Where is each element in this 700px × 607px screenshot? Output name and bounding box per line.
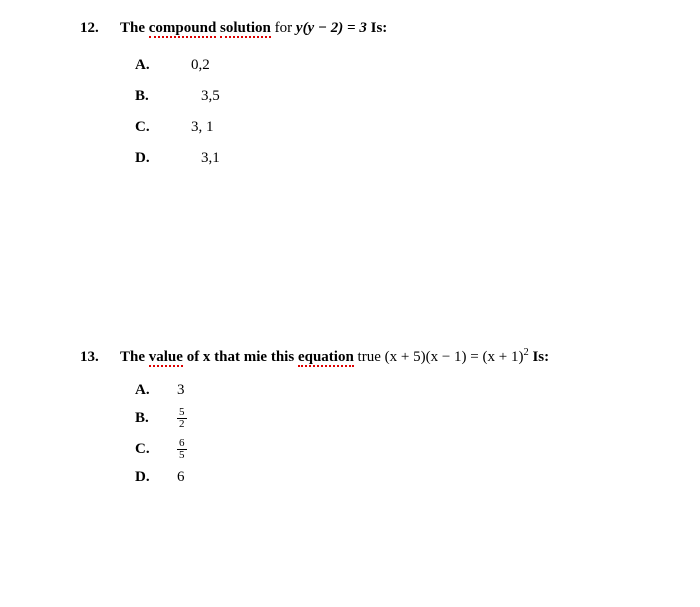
equation: y(y − 2) = 3 xyxy=(296,20,367,36)
question-number: 12. xyxy=(80,20,120,37)
question-text: The value of x that mie this equation tr… xyxy=(120,347,549,366)
answer-option: D. 3,1 xyxy=(135,150,670,167)
text: Is: xyxy=(529,349,549,365)
underlined-word: value xyxy=(149,349,183,367)
answer-value: 5 2 xyxy=(173,407,187,430)
answer-option: D. 6 xyxy=(135,469,670,486)
question-13-prompt: 13. The value of x that mie this equatio… xyxy=(80,347,670,366)
denominator: 2 xyxy=(177,419,187,430)
answer-value: 6 xyxy=(173,469,185,486)
answer-option: A. 3 xyxy=(135,382,670,399)
answer-list-13: A. 3 B. 5 2 C. 6 5 xyxy=(135,382,670,486)
text: true xyxy=(354,349,385,365)
answer-value: 3, 1 xyxy=(173,119,214,136)
question-12: 12. The compound solution for y(y − 2) =… xyxy=(80,20,670,167)
underlined-word: equation xyxy=(298,349,354,367)
question-number: 13. xyxy=(80,349,120,366)
answer-label: D. xyxy=(135,469,173,486)
answer-option: C. 3, 1 xyxy=(135,119,670,136)
text: The xyxy=(120,349,149,365)
answer-value: 6 5 xyxy=(173,438,187,461)
question-13: 13. The value of x that mie this equatio… xyxy=(80,347,670,486)
answer-label: C. xyxy=(135,441,173,458)
question-text: The compound solution for y(y − 2) = 3 I… xyxy=(120,20,387,37)
answer-option: C. 6 5 xyxy=(135,438,670,461)
answer-label: C. xyxy=(135,119,173,136)
underlined-word: solution xyxy=(220,20,271,38)
answer-label: A. xyxy=(135,57,173,74)
text: of x that mie this xyxy=(183,349,298,365)
question-12-prompt: 12. The compound solution for y(y − 2) =… xyxy=(80,20,670,37)
fraction: 6 5 xyxy=(177,438,187,461)
answer-label: B. xyxy=(135,88,173,105)
answer-list-12: A. 0,2 B. 3,5 C. 3, 1 D. 3,1 xyxy=(135,57,670,167)
equation-body: (x + 5)(x − 1) = (x + 1) xyxy=(385,349,524,365)
denominator: 5 xyxy=(177,450,187,461)
text: The xyxy=(120,20,149,36)
answer-value: 3 xyxy=(173,382,185,399)
fraction: 5 2 xyxy=(177,407,187,430)
underlined-word: compound xyxy=(149,20,217,38)
answer-value: 0,2 xyxy=(173,57,210,74)
equation: (x + 5)(x − 1) = (x + 1)2 xyxy=(385,349,529,365)
answer-label: D. xyxy=(135,150,173,167)
answer-label: A. xyxy=(135,382,173,399)
answer-value: 3,5 xyxy=(173,88,220,105)
text: for xyxy=(271,20,296,36)
text: Is: xyxy=(367,20,387,36)
answer-option: A. 0,2 xyxy=(135,57,670,74)
answer-label: B. xyxy=(135,410,173,427)
answer-option: B. 5 2 xyxy=(135,407,670,430)
answer-value: 3,1 xyxy=(173,150,220,167)
answer-option: B. 3,5 xyxy=(135,88,670,105)
